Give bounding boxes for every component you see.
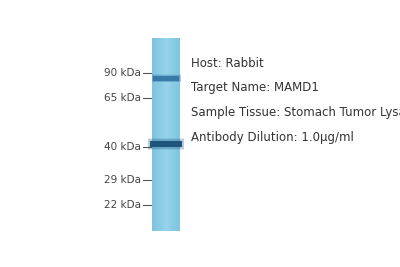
Text: 40 kDa: 40 kDa bbox=[104, 142, 140, 152]
Text: 29 kDa: 29 kDa bbox=[104, 175, 140, 185]
Bar bbox=[176, 38, 177, 231]
Bar bbox=[152, 75, 181, 82]
Bar bbox=[160, 38, 161, 231]
Bar bbox=[150, 141, 182, 147]
Bar bbox=[152, 38, 153, 231]
Bar bbox=[164, 38, 165, 231]
Bar bbox=[161, 38, 162, 231]
Text: Host: Rabbit: Host: Rabbit bbox=[191, 57, 264, 70]
Bar bbox=[172, 38, 173, 231]
Text: Target Name: MAMD1: Target Name: MAMD1 bbox=[191, 81, 319, 94]
Bar bbox=[154, 76, 179, 81]
Bar bbox=[177, 38, 178, 231]
Bar bbox=[154, 38, 155, 231]
Bar bbox=[171, 38, 172, 231]
Bar bbox=[178, 38, 179, 231]
Bar bbox=[167, 38, 168, 231]
Bar bbox=[170, 38, 171, 231]
Bar bbox=[165, 38, 166, 231]
Text: Sample Tissue: Stomach Tumor Lysate: Sample Tissue: Stomach Tumor Lysate bbox=[191, 106, 400, 119]
Text: 22 kDa: 22 kDa bbox=[104, 200, 140, 210]
Text: 90 kDa: 90 kDa bbox=[104, 68, 140, 78]
Bar bbox=[155, 38, 156, 231]
Bar bbox=[179, 38, 180, 231]
Bar bbox=[163, 38, 164, 231]
Bar bbox=[148, 138, 184, 150]
Bar bbox=[157, 38, 158, 231]
Bar bbox=[162, 38, 163, 231]
Bar bbox=[174, 38, 175, 231]
Bar bbox=[158, 38, 159, 231]
Bar bbox=[166, 38, 167, 231]
Bar bbox=[175, 38, 176, 231]
Bar bbox=[148, 139, 184, 149]
Bar bbox=[156, 38, 157, 231]
Bar bbox=[173, 38, 174, 231]
Bar bbox=[168, 38, 169, 231]
Bar bbox=[152, 74, 181, 83]
Text: 65 kDa: 65 kDa bbox=[104, 93, 140, 103]
Bar bbox=[169, 38, 170, 231]
Bar bbox=[159, 38, 160, 231]
Text: Antibody Dilution: 1.0µg/ml: Antibody Dilution: 1.0µg/ml bbox=[191, 131, 354, 144]
Bar bbox=[153, 38, 154, 231]
